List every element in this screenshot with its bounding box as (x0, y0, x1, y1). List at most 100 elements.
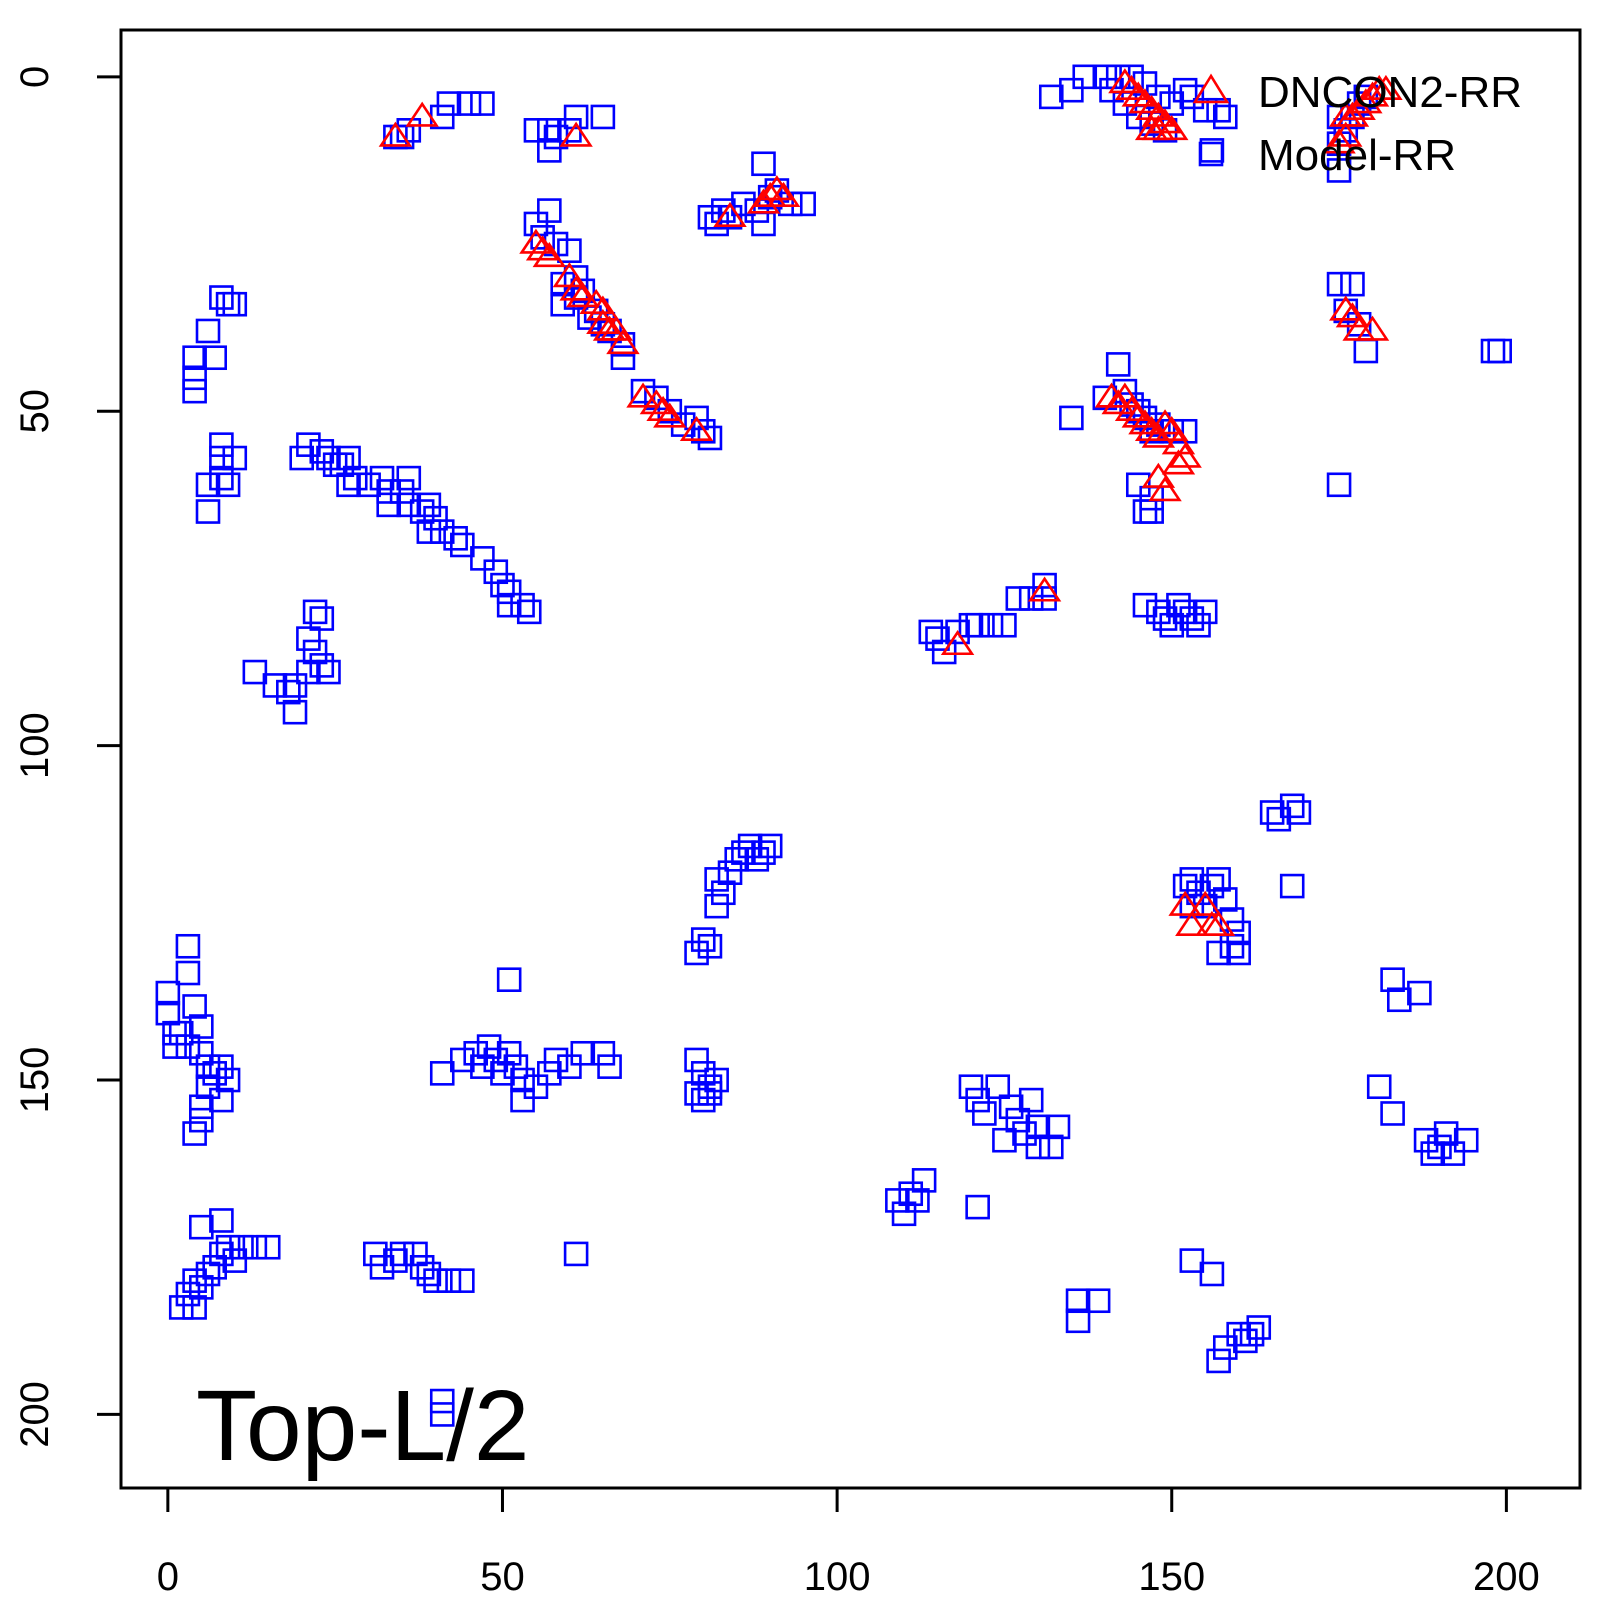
model-rr-point (697, 425, 723, 451)
model-rr-point (1206, 940, 1231, 966)
dncon2-rr-point (766, 181, 801, 207)
model-rr-point (470, 546, 495, 571)
dncon2-rr-point (532, 242, 567, 268)
model-rr-point (1025, 1114, 1051, 1140)
model-rr-point (1179, 893, 1205, 919)
model-rr-point (1212, 104, 1238, 130)
model-rr-point (195, 472, 221, 498)
model-rr-point (202, 1061, 227, 1086)
dncon2-rr-point (1188, 890, 1222, 916)
model-rr-point (242, 1234, 268, 1260)
dncon2-rr-point (1329, 295, 1363, 321)
model-rr-point (684, 405, 709, 431)
model-rr-point (490, 1061, 515, 1086)
model-rr-point (416, 1261, 442, 1287)
x-tick-label: 150 (1138, 1555, 1205, 1599)
model-rr-point (1380, 967, 1405, 993)
dncon2-rr-point (1121, 81, 1156, 107)
model-rr-point (182, 994, 207, 1019)
model-rr-point (1326, 104, 1352, 130)
model-rr-point (704, 893, 729, 919)
model-rr-point (1172, 599, 1198, 625)
model-rr-point (1440, 1141, 1466, 1166)
dncon2-rr-point (405, 101, 439, 127)
model-rr-point (1038, 1134, 1064, 1160)
model-rr-point (316, 445, 341, 471)
model-rr-point (450, 1047, 475, 1073)
dncon2-rr-point (1121, 402, 1156, 428)
model-rr-point (597, 1054, 622, 1079)
model-rr-point (215, 291, 241, 317)
model-rr-point (570, 278, 596, 304)
model-rr-point (369, 1254, 395, 1280)
model-rr-point (657, 398, 683, 424)
model-rr-point (329, 452, 355, 478)
model-rr-point (1085, 1288, 1111, 1314)
dncon2-rr-point (1349, 88, 1383, 114)
model-rr-point (1246, 1315, 1272, 1340)
model-rr-point (1206, 1348, 1231, 1374)
model-rr-point (965, 612, 990, 638)
model-rr-point (523, 1074, 549, 1100)
model-rr-point (429, 1061, 455, 1086)
model-rr-point (1259, 800, 1285, 825)
model-rr-point (563, 104, 589, 130)
dncon2-rr-point (626, 382, 660, 408)
dncon2-rr-point (1355, 315, 1390, 341)
model-rr-point (276, 679, 301, 705)
legend: DNCON2-RR Model-RR (1192, 68, 1522, 180)
model-rr-point (1166, 592, 1191, 618)
model-rr-point (1420, 1141, 1446, 1166)
dncon2-rr-point (1355, 81, 1390, 107)
dncon2-rr-point (713, 201, 747, 228)
y-tick-label: 100 (13, 712, 57, 779)
dncon2-rr-point (1128, 88, 1162, 114)
x-tick-label: 0 (157, 1555, 179, 1599)
legend-symbol-dncon2-rr (1192, 73, 1230, 104)
model-rr-point (985, 1074, 1011, 1100)
model-rr-point (717, 860, 743, 885)
model-rr-point (1159, 91, 1185, 116)
model-rr-point (1152, 606, 1178, 631)
model-rr-point (1179, 606, 1205, 631)
model-rr-point (1199, 873, 1225, 899)
model-rr-series (155, 64, 1512, 1427)
model-rr-point (510, 592, 535, 618)
model-rr-point (1226, 940, 1251, 966)
model-rr-point (630, 378, 656, 404)
model-rr-point (911, 1168, 937, 1193)
model-rr-point (296, 626, 321, 651)
model-rr-point (690, 927, 716, 952)
model-rr-point (182, 378, 207, 404)
model-rr-point (168, 1020, 194, 1046)
model-rr-point (195, 499, 221, 524)
model-rr-point (1480, 338, 1506, 364)
dncon2-rr-series (378, 68, 1403, 936)
model-rr-point (1192, 97, 1218, 123)
model-rr-point (590, 104, 616, 130)
model-rr-point (1266, 806, 1292, 832)
model-rr-point (1025, 1134, 1051, 1160)
model-rr-point (931, 639, 957, 665)
model-rr-point (1005, 1107, 1031, 1133)
model-rr-point (972, 1101, 997, 1126)
model-rr-point (537, 118, 562, 143)
model-rr-point (476, 1034, 502, 1059)
model-rr-point (342, 465, 368, 491)
dncon2-rr-point (1148, 409, 1182, 435)
dncon2-rr-point (1141, 422, 1176, 448)
legend-symbol-model-rr (1198, 141, 1224, 167)
dncon2-rr-point (1148, 108, 1182, 134)
dncon2-rr-point (1201, 910, 1236, 936)
model-rr-point (1105, 352, 1131, 377)
model-rr-point (1219, 907, 1245, 932)
model-rr-point (209, 285, 234, 310)
model-rr-point (992, 1127, 1017, 1153)
model-rr-point (483, 1047, 509, 1073)
dncon2-rr-point (1114, 74, 1149, 100)
model-rr-point (557, 238, 582, 264)
panel-label: Top-L/2 (196, 1370, 530, 1482)
model-rr-point (557, 1054, 582, 1079)
